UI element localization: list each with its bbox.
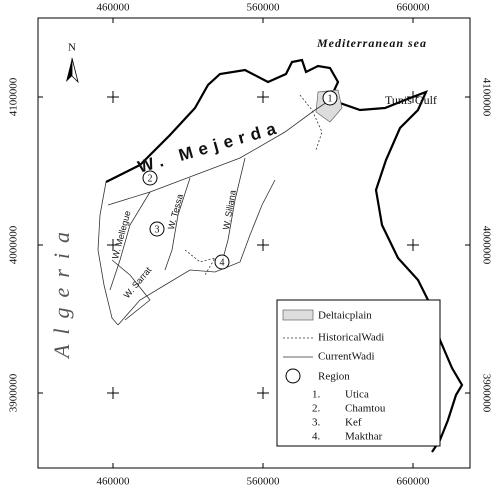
legend-label: HistoricalWadi: [318, 332, 384, 344]
map-frame: [37, 17, 471, 469]
legend-region-number: 4.: [312, 431, 321, 443]
legend-swatch: [282, 309, 314, 321]
y-coordinate-label: 4100000: [480, 78, 492, 117]
x-coordinate-label: 660000: [397, 2, 431, 14]
legend-region-name: Makthar: [345, 431, 383, 443]
x-coordinate-label: 460000: [97, 476, 131, 488]
north-label: N: [68, 42, 76, 54]
river-label: W. Siliana: [221, 189, 238, 230]
legend-region-number: 3.: [312, 417, 321, 429]
x-coordinate-label: 460000: [97, 2, 131, 14]
north-arrow: N: [66, 42, 79, 84]
legend-label: Deltaicplain: [318, 310, 372, 322]
river-label: W. Tessa: [166, 193, 185, 231]
legend-region-number: 1.: [312, 389, 321, 401]
river-label: W. Mellegue: [110, 210, 132, 260]
y-coordinate-label: 3900000: [480, 374, 492, 413]
historical-wadi: [184, 249, 216, 276]
river-tessa: [164, 177, 191, 271]
x-coordinate-label: 660000: [397, 476, 431, 488]
country-label: Algeria: [49, 222, 74, 360]
legend-label: CurrentWadi: [318, 351, 375, 363]
y-coordinate-label: 4100000: [8, 77, 20, 116]
historical-wadi: [299, 94, 323, 151]
legend-region-number: 2.: [312, 403, 321, 415]
sea-label: Mediterranean sea: [316, 36, 427, 50]
legend-region-name: Kef: [345, 417, 362, 429]
river-sarrat: [111, 259, 151, 321]
legend: Deltaicplain HistoricalWadi CurrentWadi …: [276, 299, 441, 447]
coastline: [105, 58, 464, 453]
gulf-label: Tunis Gulf: [385, 93, 437, 107]
coordinate-labels: 460000 460000 560000 560000 660000 660000 4100…: [8, 2, 493, 488]
x-coordinate-label: 560000: [247, 2, 281, 14]
y-coordinate-label: 3900000: [8, 373, 20, 412]
region-marker: 3: [149, 221, 165, 237]
y-coordinate-label: 4000000: [8, 225, 20, 264]
region-marker: 2: [142, 170, 158, 186]
legend-region-name: Utica: [345, 389, 369, 401]
region-marker: 4: [214, 254, 230, 270]
river-mellegue: [109, 191, 151, 291]
y-coordinate-label: 4000000: [480, 226, 492, 265]
basin-boundary: [97, 181, 119, 326]
legend-label: Region: [318, 371, 350, 383]
legend-swatch: [285, 368, 301, 384]
legend-region-list: 1. Utica 2. Chamtou 3. Kef 4. Makthar: [312, 389, 386, 443]
river-siliana: [221, 157, 246, 263]
region-number: 4: [220, 257, 225, 268]
region-number: 1: [328, 93, 333, 104]
region-number: 3: [155, 224, 160, 235]
basin-boundary: [117, 179, 276, 326]
x-coordinate-label: 560000: [247, 476, 281, 488]
region-marker: 1: [322, 90, 338, 106]
region-number: 2: [148, 173, 153, 184]
legend-region-name: Chamtou: [345, 403, 386, 415]
